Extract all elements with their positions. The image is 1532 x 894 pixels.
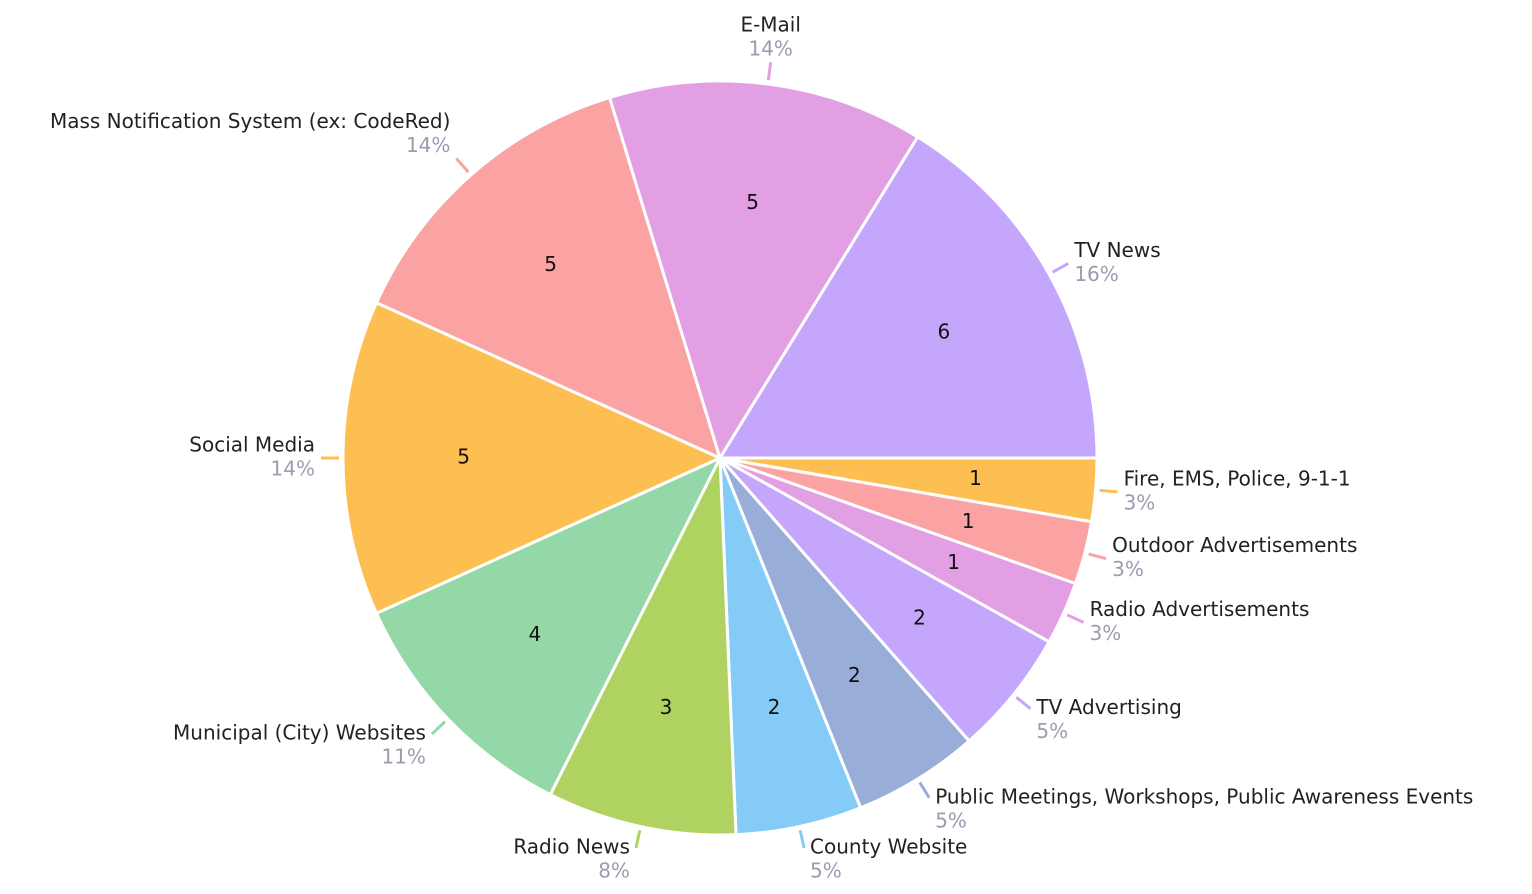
slice-value-label: 1	[962, 509, 975, 533]
percent-label: 5%	[810, 859, 842, 883]
category-label: TV Advertising	[1035, 695, 1181, 719]
category-label: Radio Advertisements	[1090, 597, 1310, 621]
category-label: Social Media	[189, 433, 315, 457]
category-label: TV News	[1073, 238, 1160, 262]
leader-line	[918, 781, 931, 799]
category-label: Fire, EMS, Police, 9-1-1	[1124, 466, 1351, 490]
percent-label: 14%	[406, 133, 450, 157]
slice-value-label: 4	[529, 622, 542, 646]
percent-label: 14%	[748, 37, 792, 61]
leader-line	[766, 62, 773, 81]
leader-line	[634, 830, 642, 849]
leader-line	[1066, 613, 1085, 624]
slice-value-label: 2	[913, 606, 926, 630]
category-label: E-Mail	[740, 13, 800, 37]
pie-slice	[374, 95, 723, 461]
percent-label: 3%	[1112, 557, 1144, 581]
percent-label: 14%	[271, 457, 315, 481]
percent-label: 3%	[1090, 621, 1122, 645]
leader-line	[1051, 262, 1070, 274]
slice-value-label: 2	[768, 695, 781, 719]
leader-line	[1088, 552, 1107, 560]
pie-slice	[607, 79, 920, 462]
leader-line	[455, 157, 470, 173]
category-label: Mass Notification System (ex: CodeRed)	[50, 109, 450, 133]
pie-slice	[717, 134, 1099, 460]
category-label: County Website	[810, 835, 967, 859]
pie-slice	[374, 454, 724, 797]
slice-value-label: 3	[660, 695, 673, 719]
pie-slice	[341, 300, 724, 616]
slice-value-label: 5	[544, 252, 557, 276]
leader-line	[798, 830, 806, 849]
percent-label: 16%	[1074, 262, 1118, 286]
percent-label: 5%	[935, 808, 967, 832]
leader-line	[1099, 488, 1118, 494]
pie-slice	[548, 452, 738, 837]
category-label: Municipal (City) Websites	[173, 721, 426, 745]
category-label: Radio News	[513, 835, 630, 859]
percent-label: 3%	[1124, 490, 1156, 514]
slice-value-label: 5	[746, 190, 759, 214]
leader-line	[430, 720, 446, 736]
category-label: Public Meetings, Workshops, Public Aware…	[935, 784, 1473, 808]
slice-value-label: 1	[969, 466, 982, 490]
slice-value-label: 5	[457, 445, 470, 469]
percent-label: 8%	[598, 859, 630, 883]
percent-label: 5%	[1036, 719, 1068, 743]
leader-line	[1015, 696, 1032, 710]
slice-value-label: 1	[947, 550, 960, 574]
slice-value-label: 2	[848, 663, 861, 687]
category-label: Outdoor Advertisements	[1112, 533, 1357, 557]
slice-value-label: 6	[937, 319, 950, 343]
percent-label: 11%	[381, 745, 425, 769]
